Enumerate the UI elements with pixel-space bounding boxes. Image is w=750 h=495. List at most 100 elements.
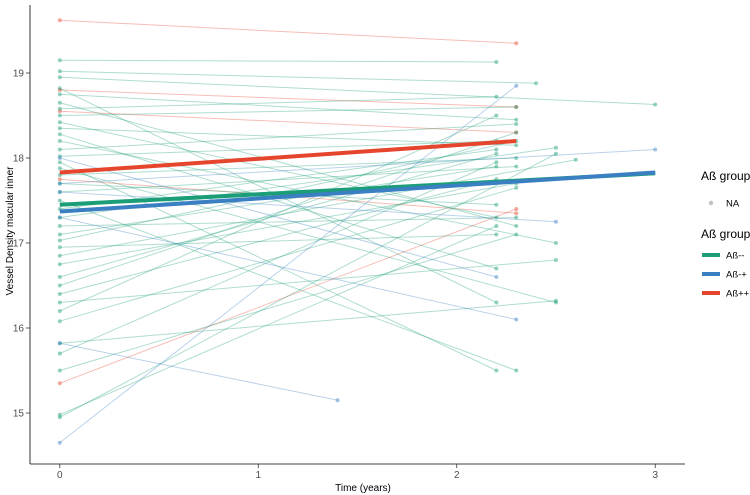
data-point bbox=[494, 94, 499, 99]
data-point bbox=[514, 130, 519, 135]
legend: Aß group NA Aß group Aß-- Aß-+ Aß++ bbox=[701, 169, 750, 300]
data-point bbox=[514, 83, 519, 88]
y-axis-title: Vessel Density macular inner bbox=[5, 166, 16, 296]
data-point bbox=[57, 283, 62, 288]
trajectory-line bbox=[59, 106, 517, 116]
data-point bbox=[553, 241, 558, 245]
data-point bbox=[494, 164, 499, 169]
y-axis-ticks: 15 16 17 18 19 bbox=[13, 69, 30, 420]
data-point bbox=[514, 207, 519, 211]
data-point bbox=[57, 412, 62, 417]
trajectory-line bbox=[59, 342, 338, 401]
data-point bbox=[553, 300, 558, 305]
data-point bbox=[57, 292, 62, 296]
data-point bbox=[57, 18, 62, 23]
data-point bbox=[57, 319, 62, 324]
data-point bbox=[494, 202, 499, 207]
trajectory-line bbox=[59, 225, 497, 416]
data-point bbox=[57, 75, 62, 80]
trajectory-line bbox=[59, 178, 497, 295]
data-point bbox=[514, 41, 519, 46]
trajectory-line bbox=[59, 217, 517, 320]
data-point bbox=[553, 298, 558, 303]
trajectory-line bbox=[59, 234, 497, 248]
data-point bbox=[57, 262, 62, 267]
data-point bbox=[57, 309, 62, 313]
data-point bbox=[494, 275, 499, 279]
data-point bbox=[57, 86, 62, 91]
data-point bbox=[57, 181, 62, 186]
data-point bbox=[494, 151, 499, 156]
data-point bbox=[57, 368, 62, 373]
data-point bbox=[57, 154, 62, 159]
y-tick-label: 16 bbox=[13, 324, 25, 335]
observation-points bbox=[57, 18, 658, 445]
legend-entry-ab-mm: Aß-- bbox=[702, 251, 744, 262]
x-tick-label: 0 bbox=[57, 470, 63, 481]
data-point bbox=[494, 160, 499, 165]
data-point bbox=[57, 224, 62, 228]
data-point bbox=[514, 224, 519, 228]
data-point bbox=[514, 368, 519, 373]
trajectory-line bbox=[59, 157, 497, 278]
x-axis-ticks: 0 1 2 3 bbox=[57, 464, 658, 481]
data-point bbox=[57, 275, 62, 279]
legend-point-title: Aß group bbox=[701, 169, 750, 183]
legend-entry-ab-pp: Aß++ bbox=[702, 289, 750, 300]
data-point bbox=[57, 139, 62, 143]
data-point bbox=[514, 117, 519, 122]
data-point bbox=[57, 166, 62, 171]
data-point bbox=[514, 105, 519, 109]
data-point bbox=[514, 185, 519, 190]
data-point bbox=[514, 211, 519, 216]
data-point bbox=[57, 351, 62, 356]
data-point bbox=[494, 232, 499, 237]
data-point bbox=[57, 100, 62, 105]
trajectory-line bbox=[59, 123, 517, 150]
data-point bbox=[57, 198, 62, 203]
trajectory-line bbox=[59, 166, 517, 193]
legend-na-swatch bbox=[708, 200, 714, 206]
trend-line bbox=[59, 170, 656, 214]
trajectory-line bbox=[59, 259, 557, 303]
data-point bbox=[514, 232, 519, 237]
data-point bbox=[514, 156, 519, 160]
data-point bbox=[57, 245, 62, 250]
data-point bbox=[494, 215, 499, 220]
trajectory-line bbox=[59, 167, 557, 303]
data-point bbox=[57, 215, 62, 220]
trajectory-line bbox=[59, 183, 517, 265]
data-point bbox=[57, 232, 62, 237]
trajectory-line bbox=[59, 89, 517, 108]
data-point bbox=[57, 253, 62, 258]
data-point bbox=[514, 130, 519, 135]
data-point bbox=[494, 59, 499, 64]
trajectory-line bbox=[59, 166, 497, 235]
data-point bbox=[57, 181, 62, 186]
trajectory-line bbox=[59, 59, 497, 63]
data-point bbox=[57, 132, 62, 137]
trajectory-line bbox=[59, 300, 557, 344]
x-tick-label: 1 bbox=[255, 470, 261, 481]
trajectory-line bbox=[59, 127, 517, 146]
trajectory-line bbox=[59, 110, 517, 133]
data-point bbox=[57, 177, 62, 182]
data-point bbox=[653, 102, 658, 107]
trajectory-line bbox=[59, 121, 497, 218]
trajectory-line bbox=[59, 96, 497, 110]
data-point bbox=[57, 215, 62, 220]
trajectory-line bbox=[59, 191, 557, 223]
x-tick-label: 3 bbox=[652, 470, 658, 481]
data-point bbox=[57, 88, 62, 92]
legend-ab-mp-label: Aß-+ bbox=[726, 270, 747, 281]
trajectory-line bbox=[59, 70, 537, 84]
data-point bbox=[335, 398, 340, 403]
data-point bbox=[57, 92, 62, 97]
trajectory-line bbox=[59, 217, 517, 227]
trajectory-line bbox=[59, 208, 517, 384]
trajectory-line bbox=[59, 140, 497, 157]
trajectory-line bbox=[59, 153, 557, 418]
data-point bbox=[553, 145, 558, 150]
trajectory-line bbox=[59, 200, 517, 371]
